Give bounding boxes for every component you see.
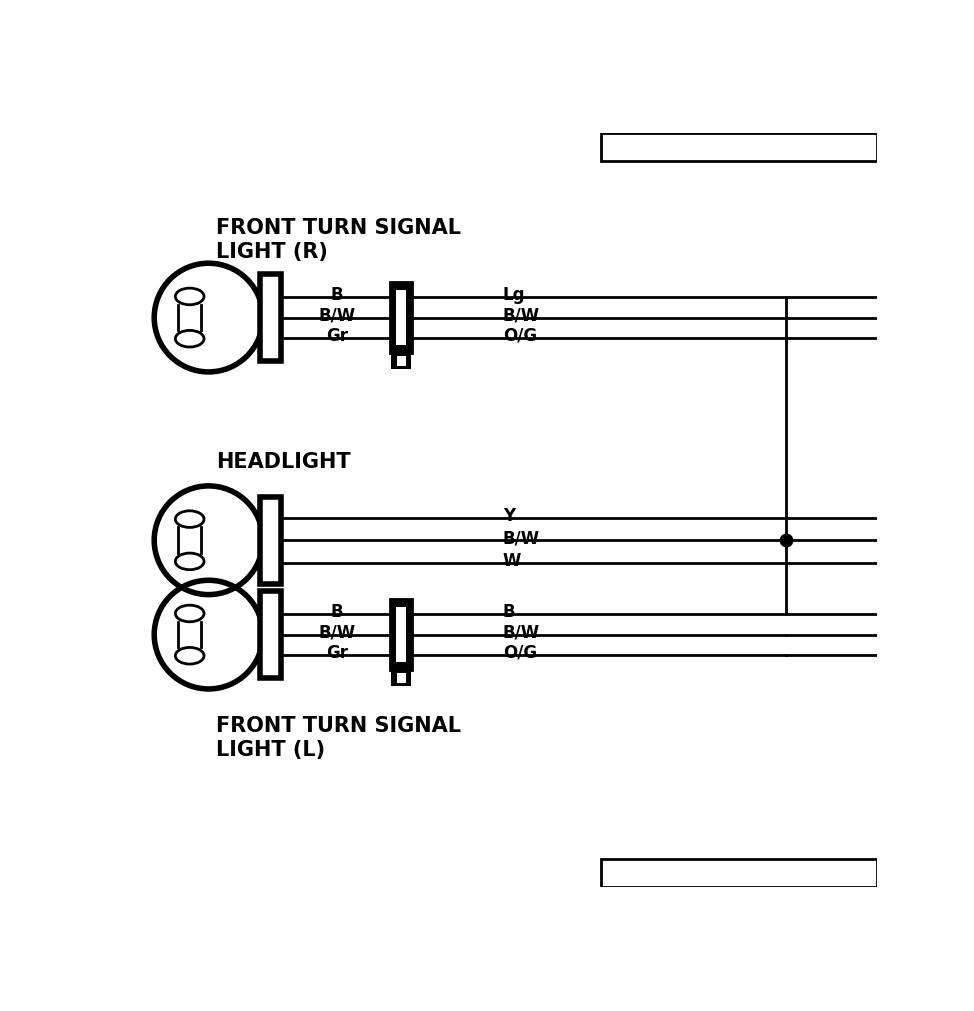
Text: O/G: O/G [503,327,537,345]
Text: LIGHT (R): LIGHT (R) [216,242,328,262]
Text: B/W: B/W [503,529,540,547]
Text: B/W: B/W [318,306,356,325]
Text: B: B [330,286,343,304]
Text: B/W: B/W [503,306,540,325]
Text: Y: Y [503,507,515,524]
Bar [392,671,411,685]
Text: Lg: Lg [503,286,525,304]
Bar [391,600,412,671]
Bar [601,133,877,162]
Text: B/W: B/W [318,623,356,641]
Bar [260,497,281,584]
Bar [260,275,281,362]
Text: LIGHT (L): LIGHT (L) [216,740,325,759]
Bar [260,591,281,678]
Text: B/W: B/W [503,623,540,641]
Text: O/G: O/G [503,643,537,661]
Text: FRONT TURN SIGNAL: FRONT TURN SIGNAL [216,716,461,735]
Text: HEADLIGHT: HEADLIGHT [216,452,351,471]
Text: FRONT TURN SIGNAL: FRONT TURN SIGNAL [216,217,461,238]
Bar [396,356,405,367]
Bar [391,282,412,354]
Text: B: B [503,603,515,621]
Bar [396,673,405,683]
Bar [392,354,411,369]
Text: Gr: Gr [326,643,348,661]
Text: W: W [503,551,521,569]
Text: Gr: Gr [326,327,348,345]
Bar [395,608,406,662]
Bar [395,291,406,346]
Bar [601,859,877,888]
Text: B: B [330,603,343,621]
